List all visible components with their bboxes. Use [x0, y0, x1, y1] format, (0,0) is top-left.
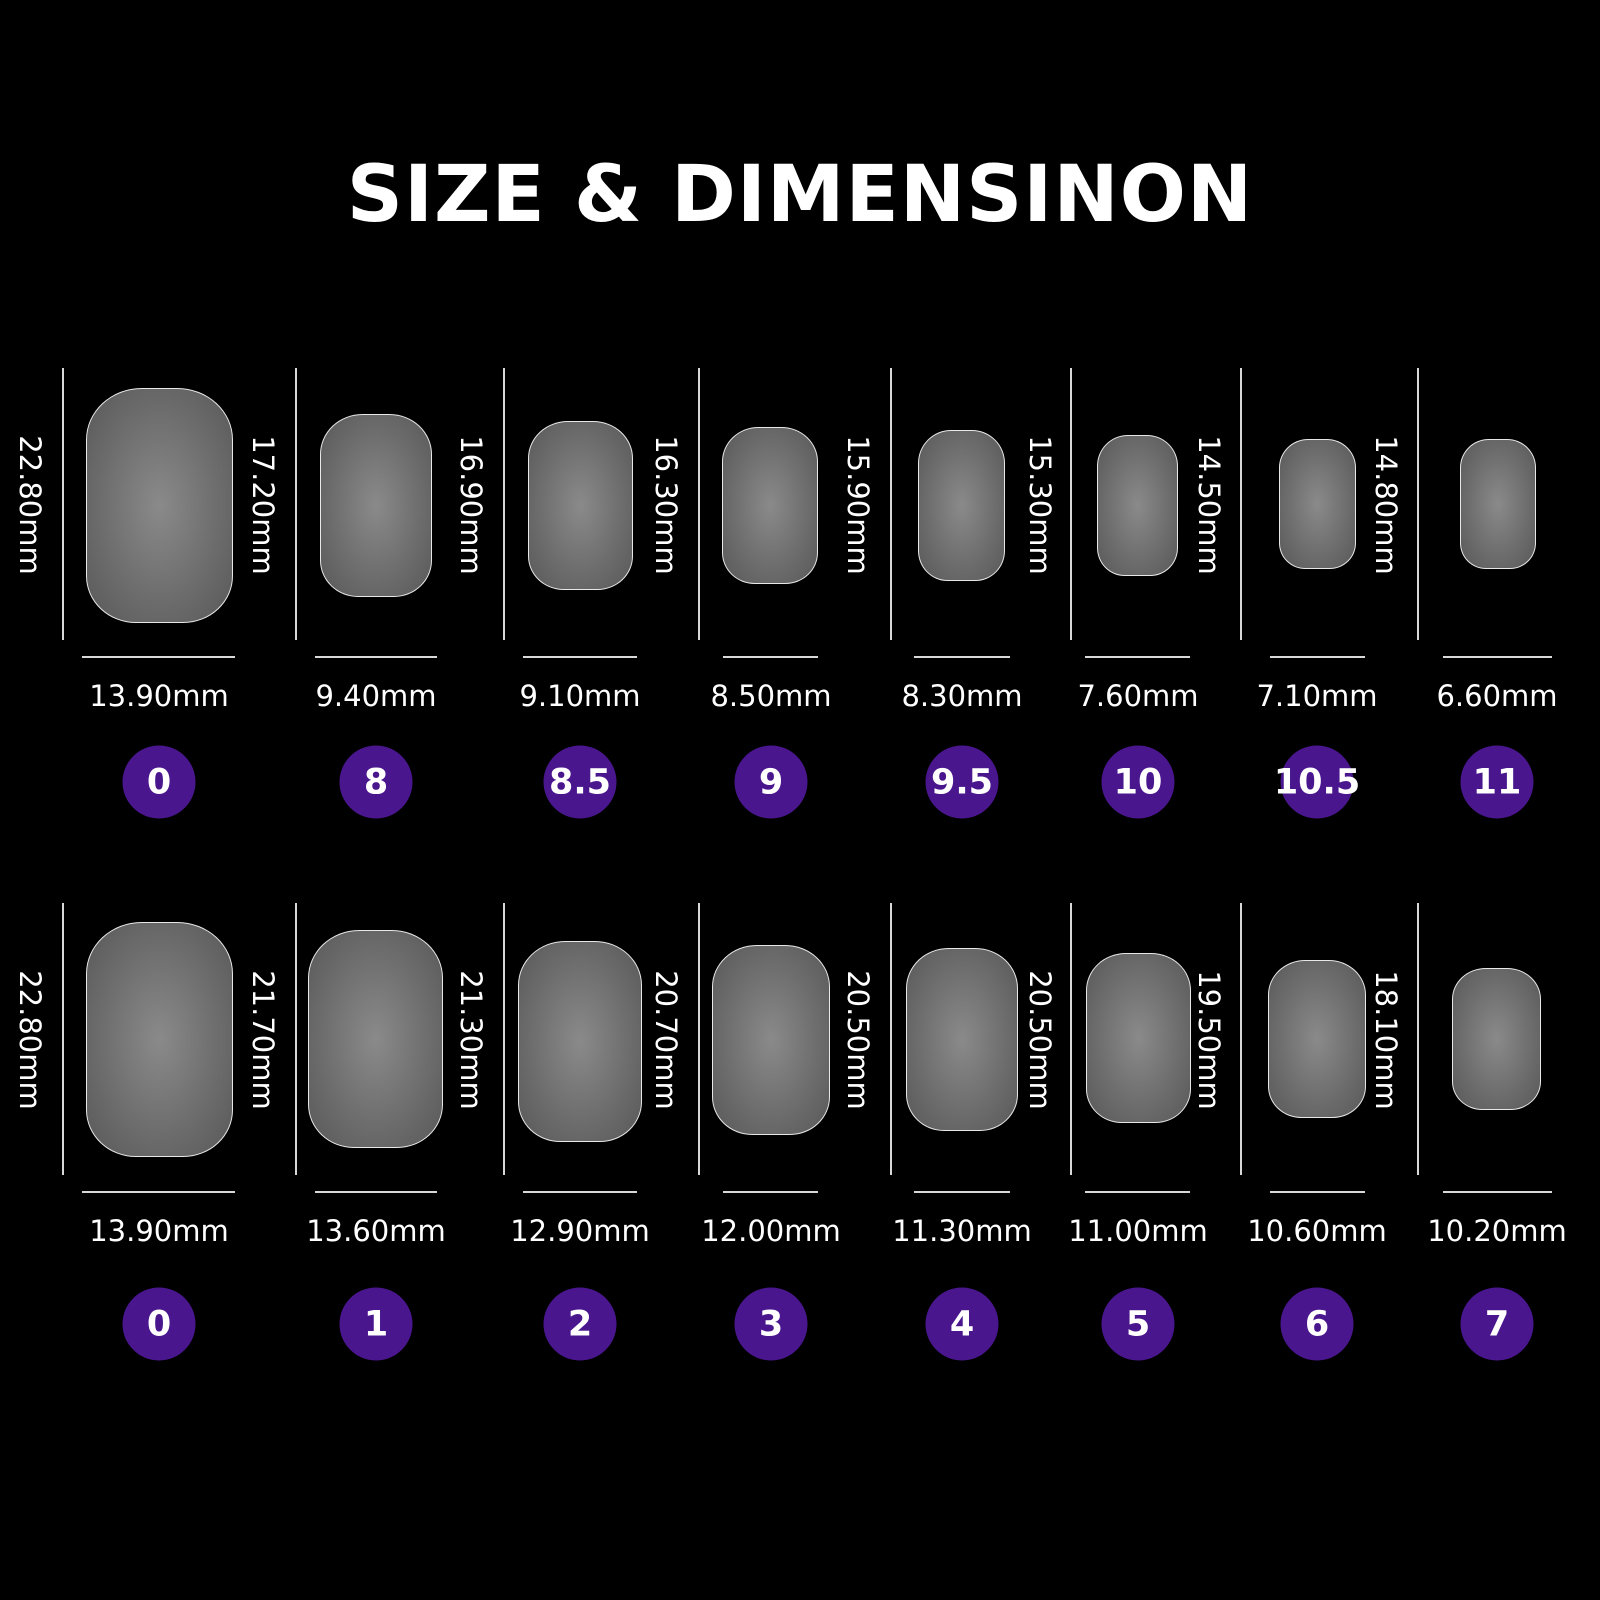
width-label: 12.90mm	[510, 1214, 650, 1248]
size-badge: 11	[1460, 745, 1534, 819]
width-guide-line	[523, 656, 637, 658]
width-label: 11.00mm	[1068, 1214, 1208, 1248]
length-guide-line	[62, 903, 64, 1175]
nail-image	[518, 941, 642, 1142]
width-guide-line	[1085, 1191, 1190, 1193]
nail-image	[1460, 439, 1536, 569]
nail-image	[1279, 439, 1356, 569]
length-guide-line	[1070, 368, 1072, 640]
size-badge: 0	[122, 1287, 196, 1361]
size-badge: 6	[1280, 1287, 1354, 1361]
width-guide-line	[523, 1191, 637, 1193]
width-label: 12.00mm	[701, 1214, 841, 1248]
length-label: 15.30mm	[1023, 435, 1057, 575]
length-guide-line	[890, 368, 892, 640]
length-label: 14.80mm	[1369, 435, 1403, 575]
width-label: 6.60mm	[1436, 679, 1558, 713]
nail-image	[86, 922, 233, 1157]
size-badge: 10	[1101, 745, 1175, 819]
length-label: 20.50mm	[841, 970, 875, 1110]
length-guide-line	[1417, 368, 1419, 640]
nail-image	[1086, 953, 1191, 1123]
length-guide-line	[295, 903, 297, 1175]
width-label: 9.40mm	[315, 679, 437, 713]
nail-image	[918, 430, 1005, 581]
width-guide-line	[914, 1191, 1010, 1193]
nail-image	[1452, 968, 1541, 1110]
nail-image	[1097, 435, 1178, 576]
size-badge: 5	[1101, 1287, 1175, 1361]
nail-image	[86, 388, 233, 623]
width-guide-line	[723, 1191, 818, 1193]
length-guide-line	[698, 903, 700, 1175]
width-guide-line	[1270, 656, 1365, 658]
width-label: 13.90mm	[89, 1214, 229, 1248]
length-label: 20.70mm	[649, 970, 683, 1110]
length-label: 16.30mm	[649, 435, 683, 575]
nail-image	[1268, 960, 1366, 1118]
size-badge: 2	[543, 1287, 617, 1361]
width-guide-line	[1443, 1191, 1552, 1193]
nail-image	[712, 945, 830, 1135]
width-guide-line	[82, 656, 235, 658]
length-guide-line	[1417, 903, 1419, 1175]
width-guide-line	[1085, 656, 1190, 658]
length-label: 18.10mm	[1369, 970, 1403, 1110]
length-label: 17.20mm	[246, 435, 280, 575]
length-guide-line	[1240, 903, 1242, 1175]
width-label: 13.90mm	[89, 679, 229, 713]
width-guide-line	[1270, 1191, 1365, 1193]
width-label: 7.60mm	[1077, 679, 1199, 713]
length-label: 16.90mm	[454, 435, 488, 575]
length-label: 15.90mm	[841, 435, 875, 575]
page-title: SIZE & DIMENSINON	[346, 150, 1254, 240]
width-label: 8.50mm	[710, 679, 832, 713]
nail-image	[906, 948, 1018, 1131]
length-guide-line	[295, 368, 297, 640]
width-label: 13.60mm	[306, 1214, 446, 1248]
size-badge: 0	[122, 745, 196, 819]
nail-image	[528, 421, 633, 590]
width-label: 11.30mm	[892, 1214, 1032, 1248]
width-guide-line	[723, 656, 818, 658]
width-label: 9.10mm	[519, 679, 641, 713]
width-guide-line	[315, 1191, 437, 1193]
size-badge: 10.5	[1274, 745, 1360, 819]
nail-image	[722, 427, 818, 584]
length-guide-line	[1240, 368, 1242, 640]
width-label: 10.20mm	[1427, 1214, 1567, 1248]
width-guide-line	[914, 656, 1010, 658]
width-label: 10.60mm	[1247, 1214, 1387, 1248]
nail-image	[320, 414, 432, 597]
length-guide-line	[890, 903, 892, 1175]
width-guide-line	[1443, 656, 1552, 658]
size-badge: 8	[339, 745, 413, 819]
length-guide-line	[1070, 903, 1072, 1175]
nail-image	[308, 930, 443, 1148]
size-badge: 9	[734, 745, 808, 819]
size-badge: 3	[734, 1287, 808, 1361]
length-label: 22.80mm	[13, 435, 47, 575]
size-badge: 1	[339, 1287, 413, 1361]
length-label: 14.50mm	[1192, 435, 1226, 575]
length-guide-line	[698, 368, 700, 640]
length-label: 22.80mm	[13, 970, 47, 1110]
width-label: 8.30mm	[901, 679, 1023, 713]
width-label: 7.10mm	[1256, 679, 1378, 713]
length-guide-line	[62, 368, 64, 640]
length-label: 21.30mm	[454, 970, 488, 1110]
length-label: 20.50mm	[1023, 970, 1057, 1110]
length-label: 21.70mm	[246, 970, 280, 1110]
size-badge: 4	[925, 1287, 999, 1361]
length-guide-line	[503, 368, 505, 640]
size-badge: 9.5	[925, 745, 999, 819]
size-badge: 7	[1460, 1287, 1534, 1361]
length-label: 19.50mm	[1192, 970, 1226, 1110]
width-guide-line	[315, 656, 437, 658]
size-badge: 8.5	[543, 745, 617, 819]
width-guide-line	[82, 1191, 235, 1193]
length-guide-line	[503, 903, 505, 1175]
